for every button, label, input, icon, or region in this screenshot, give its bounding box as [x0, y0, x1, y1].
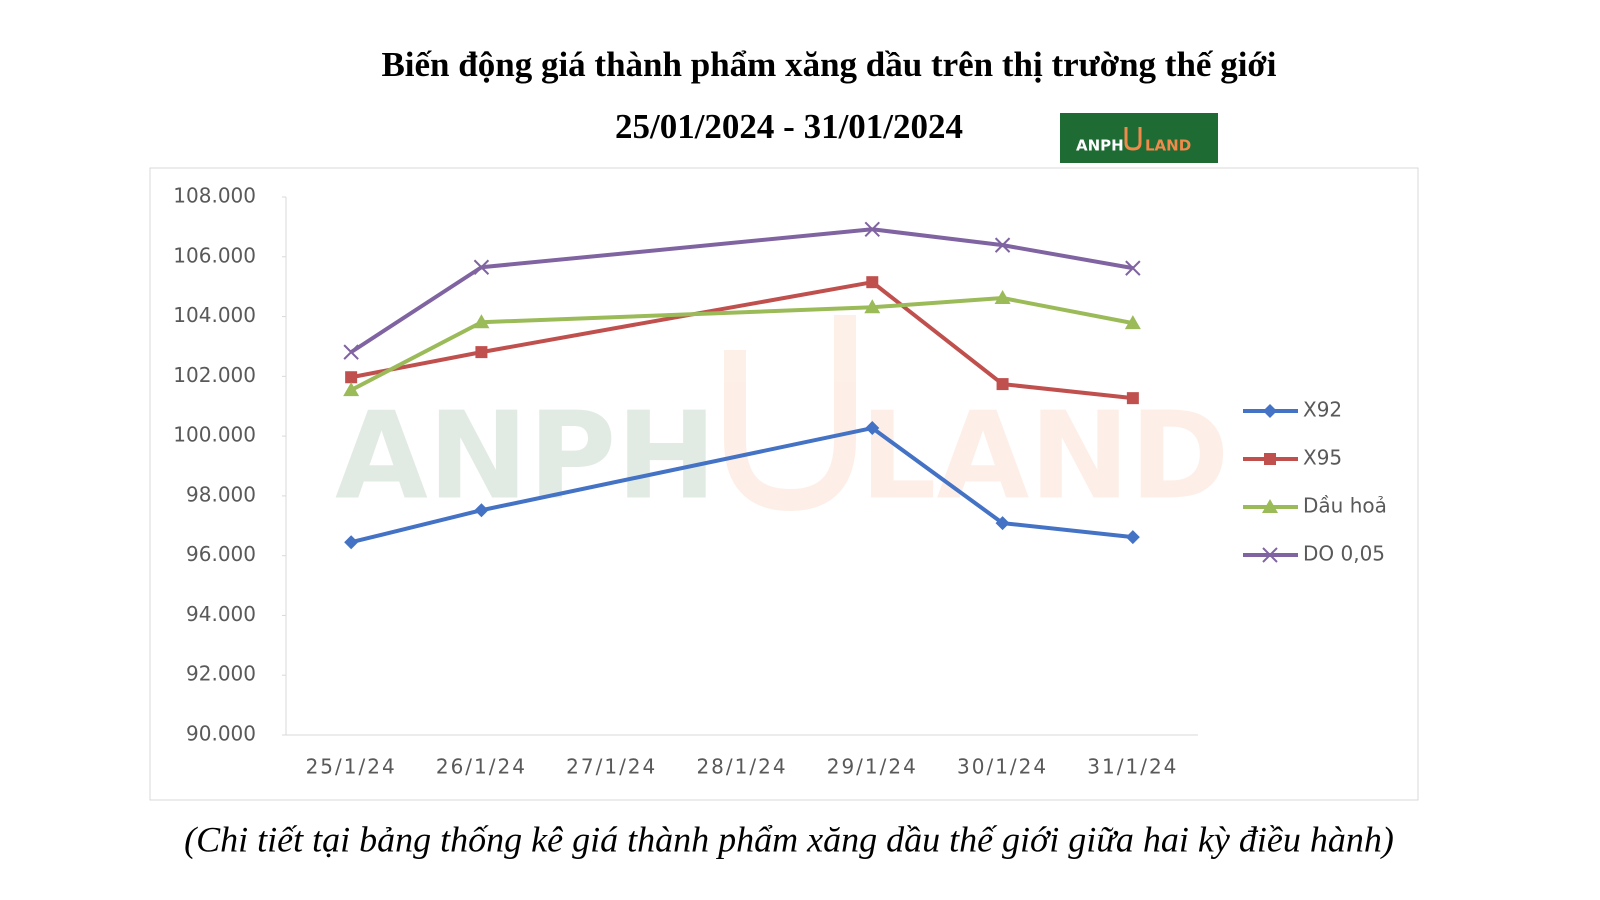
- x-tick-label: 27/1/24: [566, 755, 657, 779]
- chart-title: Biến động giá thành phẩm xăng dầu trên t…: [381, 45, 1276, 84]
- marker: [345, 371, 358, 384]
- legend-marker: [1263, 404, 1277, 418]
- y-tick-label: 100.000: [173, 423, 256, 447]
- marker: [473, 259, 490, 275]
- marker: [994, 290, 1011, 305]
- marker: [996, 378, 1009, 391]
- legend-marker: [1264, 453, 1276, 465]
- x-tick-label: 25/1/24: [306, 755, 397, 779]
- marker: [1124, 315, 1141, 330]
- marker: [1125, 260, 1141, 276]
- y-tick-label: 98.000: [186, 482, 256, 506]
- y-tick-label: 108.000: [173, 184, 256, 208]
- logo-u: [1124, 127, 1142, 151]
- y-tick-label: 106.000: [173, 243, 256, 267]
- marker: [344, 535, 359, 550]
- footnote: (Chi tiết tại bảng thống kê giá thành ph…: [184, 819, 1394, 859]
- y-tick-label: 92.000: [186, 662, 256, 686]
- marker: [1125, 530, 1140, 545]
- gap-bridge: [481, 305, 873, 325]
- legend-label: X92: [1303, 398, 1342, 422]
- watermark: ANPH LAND: [335, 315, 1229, 527]
- logo-text: ANPH: [1076, 137, 1124, 155]
- legend-marker: [1262, 499, 1278, 513]
- marker: [343, 382, 360, 397]
- watermark-text: LAND: [860, 388, 1229, 527]
- marker: [866, 276, 879, 289]
- x-tick-label: 28/1/24: [696, 755, 787, 779]
- legend-marker: [1262, 547, 1278, 563]
- x-tick-label: 31/1/24: [1087, 755, 1178, 779]
- y-tick-label: 104.000: [173, 303, 256, 327]
- gap-bridge: [481, 227, 873, 270]
- watermark-u: [724, 315, 856, 512]
- chart-subtitle: 25/01/2024 - 31/01/2024: [615, 107, 963, 146]
- legend-label: Dầu hoả: [1303, 494, 1387, 518]
- gap-bridge: [481, 426, 873, 513]
- marker: [475, 346, 488, 359]
- x-tick-label: 29/1/24: [827, 755, 918, 779]
- y-tick-label: 102.000: [173, 363, 256, 387]
- legend-label: DO 0,05: [1303, 542, 1385, 566]
- marker: [864, 221, 880, 237]
- chart-frame: [149, 167, 1419, 801]
- marker: [343, 344, 359, 360]
- x-tick-label: 30/1/24: [957, 755, 1048, 779]
- y-tick-label: 90.000: [186, 722, 256, 746]
- gap-bridge: [481, 280, 873, 355]
- logo: ANPH LAND: [1060, 113, 1218, 163]
- logo-text: LAND: [1145, 137, 1191, 155]
- watermark-text: ANPH: [335, 388, 717, 527]
- marker: [865, 421, 880, 436]
- marker: [474, 503, 489, 518]
- marker: [864, 299, 881, 314]
- marker: [995, 516, 1010, 531]
- marker: [994, 237, 1011, 253]
- marker: [473, 314, 490, 329]
- marker: [1126, 392, 1139, 405]
- y-tick-label: 94.000: [186, 602, 256, 626]
- x-tick-label: 26/1/24: [436, 755, 527, 779]
- y-tick-label: 96.000: [186, 542, 256, 566]
- legend-label: X95: [1303, 446, 1342, 470]
